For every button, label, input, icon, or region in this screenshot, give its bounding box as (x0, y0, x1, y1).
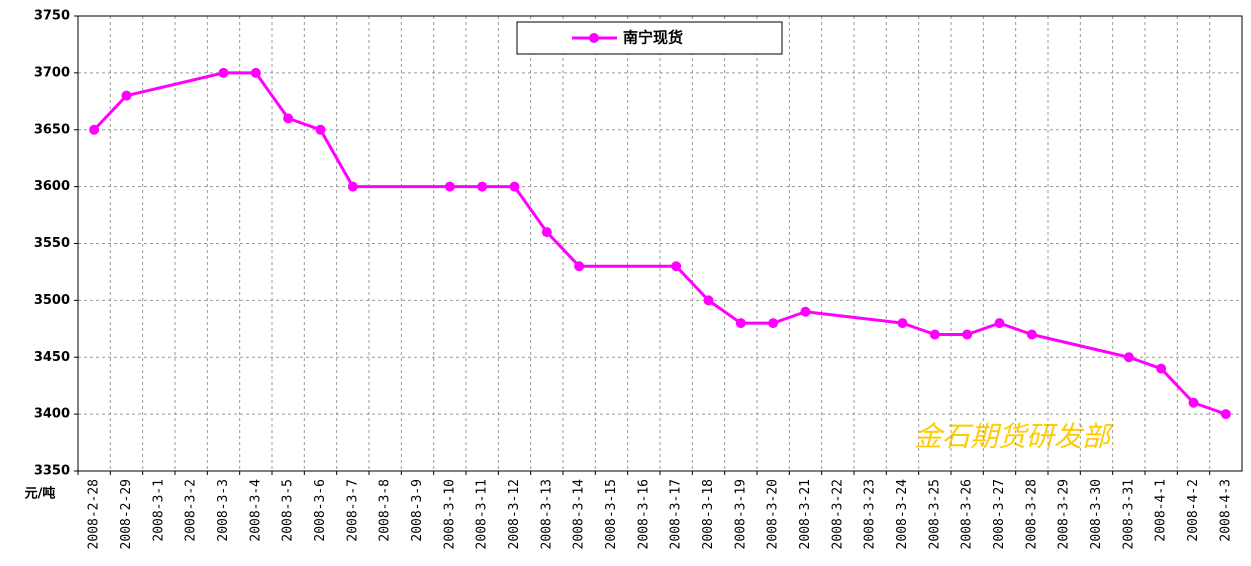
x-tick-label: 2008-3-7 (345, 479, 360, 542)
point (800, 306, 811, 317)
x-tick-label: 2008-3-28 (1024, 479, 1039, 549)
point (929, 329, 940, 340)
point (218, 67, 229, 78)
line-segment (805, 310, 903, 325)
line-segment (966, 321, 1000, 336)
x-tick-label: 2008-3-24 (895, 479, 910, 550)
x-tick-label: 2008-4-3 (1218, 479, 1233, 542)
x-tick-label: 2008-3-26 (960, 479, 975, 549)
line-segment (287, 116, 321, 132)
x-tick-label: 2008-3-13 (539, 479, 554, 549)
point (1026, 329, 1037, 340)
watermark: 金石期货研发部 (914, 420, 1114, 453)
x-tick-label: 2008-3-21 (798, 479, 813, 549)
x-tick-label: 2008-3-4 (248, 479, 263, 542)
line-segment (254, 72, 290, 120)
point (89, 124, 100, 135)
point (1188, 397, 1199, 408)
x-tick-label: 2008-3-27 (992, 479, 1007, 549)
x-tick-label: 2008-3-11 (475, 479, 490, 549)
x-tick-label: 2008-3-16 (636, 479, 651, 549)
point (671, 261, 682, 272)
legend-box (516, 21, 783, 55)
x-tick-label: 2008-3-9 (410, 479, 425, 542)
legend-marker (589, 33, 599, 43)
point (1123, 352, 1134, 363)
x-tick-label: 2008-3-12 (507, 479, 522, 549)
x-tick-label: 2008-3-6 (313, 479, 328, 542)
line-segment (1128, 355, 1162, 371)
x-tick-label: 2008-3-19 (733, 479, 748, 549)
x-tick-label: 2008-2-29 (119, 479, 134, 549)
unit-label: 元/吨 (25, 486, 56, 502)
line-segment (513, 185, 549, 233)
y-tick-label: 3500 (34, 293, 70, 308)
point (735, 318, 746, 329)
point (703, 295, 714, 306)
point (1220, 409, 1231, 420)
line-segment (902, 321, 936, 336)
point (477, 181, 488, 192)
point (897, 318, 908, 329)
plot-frame (77, 15, 1243, 472)
line-segment (319, 129, 355, 188)
y-tick-label: 3450 (34, 350, 70, 365)
line-segment (545, 231, 581, 268)
x-tick-label: 2008-2-28 (87, 479, 102, 549)
x-tick-label: 2008-3-25 (927, 479, 942, 549)
y-tick-label: 3400 (34, 407, 70, 422)
x-tick-label: 2008-3-23 (863, 479, 878, 549)
x-tick-label: 2008-3-22 (830, 479, 845, 549)
line-segment (772, 310, 806, 325)
x-tick-label: 2008-3-31 (1121, 479, 1136, 549)
point (315, 124, 326, 135)
point (962, 329, 973, 340)
x-tick-label: 2008-3-5 (281, 479, 296, 542)
x-tick-label: 2008-3-1 (151, 479, 166, 542)
y-tick-label: 3700 (34, 65, 70, 80)
line-segment (999, 321, 1033, 336)
line-segment (1031, 333, 1130, 359)
x-tick-label: 2008-3-29 (1057, 479, 1072, 549)
line-segment (1160, 367, 1195, 404)
y-tick-label: 3550 (34, 236, 70, 251)
legend-label: 南宁现货 (623, 29, 683, 47)
point (574, 261, 585, 272)
point (250, 67, 261, 78)
x-tick-label: 2008-4-1 (1154, 479, 1169, 542)
x-tick-label: 2008-3-2 (184, 479, 199, 542)
point (283, 113, 294, 124)
x-tick-label: 2008-3-15 (604, 479, 619, 549)
line-segment (707, 299, 742, 325)
point (994, 318, 1005, 329)
x-tick-label: 2008-3-18 (701, 479, 716, 549)
line-segment (93, 94, 128, 131)
point (347, 181, 358, 192)
x-tick-label: 2008-3-14 (572, 479, 587, 550)
y-tick-label: 3350 (34, 464, 70, 479)
line-segment (126, 71, 224, 98)
x-tick-label: 2008-3-8 (378, 479, 393, 542)
x-tick-label: 2008-4-2 (1186, 479, 1201, 542)
point (509, 181, 520, 192)
x-tick-label: 2008-3-17 (669, 479, 684, 549)
point (541, 227, 552, 238)
point (768, 318, 779, 329)
y-tick-label: 3600 (34, 179, 70, 194)
line-segment (1193, 401, 1227, 416)
y-tick-label: 3750 (34, 9, 70, 24)
y-tick-label: 3650 (34, 122, 70, 137)
x-tick-label: 2008-3-20 (766, 479, 781, 549)
x-tick-label: 2008-3-3 (216, 479, 231, 542)
x-tick-label: 2008-3-10 (442, 479, 457, 549)
x-tick-label: 2008-3-30 (1089, 479, 1104, 549)
line-segment (675, 265, 710, 302)
point (1156, 363, 1167, 374)
point (444, 181, 455, 192)
point (121, 90, 132, 101)
